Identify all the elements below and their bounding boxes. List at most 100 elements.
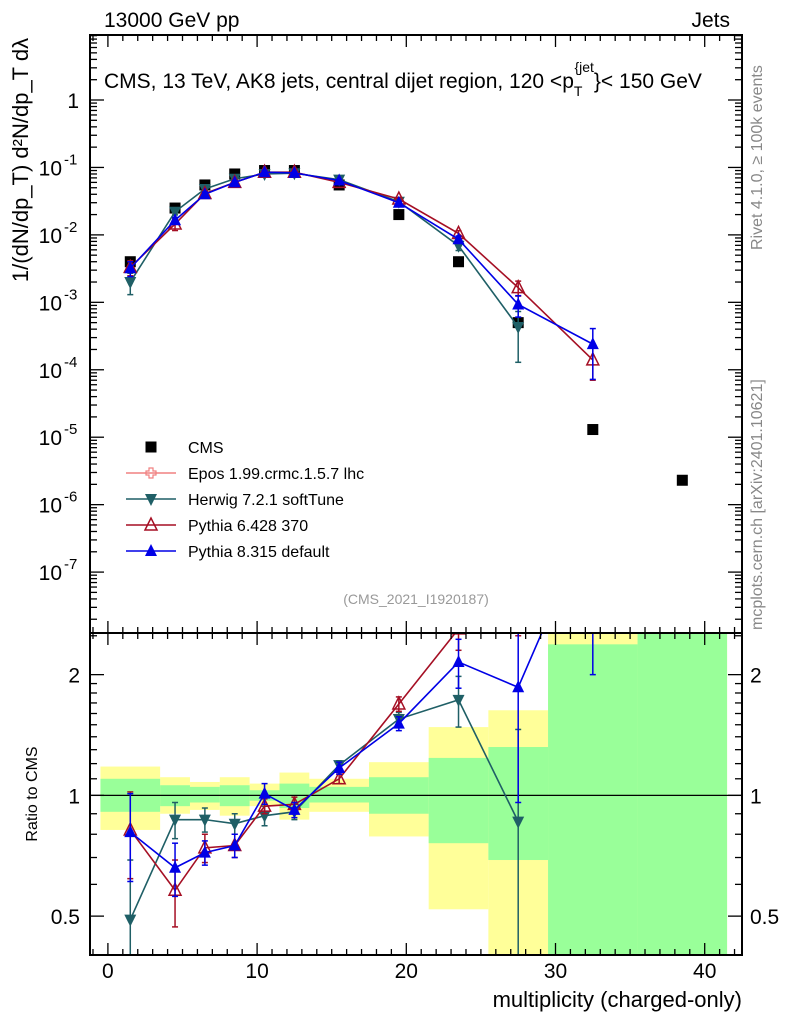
x-tick-label: 40 [693,960,716,983]
legend-item: Herwig 7.2.1 softTune [126,492,344,509]
header-right: Jets [691,9,730,32]
stat-uncertainty-band [637,633,728,955]
x-tick-label: 0 [102,960,114,983]
ratio-point [124,825,137,838]
data-point [512,297,525,310]
title-main: CMS, 13 TeV, AK8 jets, central dijet reg… [104,70,574,93]
data-point [393,209,405,221]
ratio-point [198,814,211,827]
ratio-y-tick-label-right: 0.5 [750,906,779,929]
ratio-point [512,680,525,693]
ratio-point [258,786,271,799]
legend-label: Pythia 8.315 default [188,544,330,561]
legend: CMS Epos 1.99.crmc.1.5.7 lhc Herwig 7.2.1 … [126,440,364,561]
title-end: }< 150 GeV [594,70,702,93]
legend-item: CMS [145,440,224,457]
y-tick-label: 10 [39,292,62,315]
data-point [288,165,301,178]
ratio-point [452,694,465,707]
title-superscript: {jet [574,59,594,75]
y-tick-exponent: -1 [64,151,77,168]
data-point [453,256,465,268]
legend-label: Epos 1.99.crmc.1.5.7 lhc [188,466,364,483]
data-point [198,187,211,200]
ratio-point [452,655,465,668]
ratio-point [228,818,241,831]
legend-label: CMS [188,440,224,457]
ratio-y-tick-label-left: 0.5 [51,906,80,929]
ratio-series [123,387,599,955]
header-left: 13000 GeV pp [104,9,239,32]
y-tick-label: 10 [39,225,62,248]
ratio-line [129,698,519,920]
analysis-id: (CMS_2021_I1920187) [343,591,489,607]
mcplots-label: mcplots.cern.ch [arXiv:2401.10621] [749,379,766,630]
legend-marker [145,494,157,506]
x-tick-label: 10 [245,960,268,983]
series-line [129,172,519,328]
series-pythia-6-428-370 [123,163,601,381]
y-tick-label: 10 [39,495,62,518]
legend-label: Pythia 6.428 370 [188,518,308,535]
ratio-y-tick-label-left: 2 [68,665,80,688]
legend-item: Pythia 8.315 default [126,544,330,561]
stat-uncertainty-band [548,644,638,955]
series-pythia-8-315-default [124,165,599,381]
ratio-y-tick-label-left: 1 [68,785,80,808]
ratio-pythia-8-315-default [124,508,599,898]
legend-label: Herwig 7.2.1 softTune [188,492,344,509]
data-point [587,424,599,436]
stat-uncertainty-band [428,757,489,844]
legend-item: Epos 1.99.crmc.1.5.7 lhc [126,466,364,483]
ratio-point [124,914,137,927]
ratio-point [169,814,182,827]
ratio-point [228,838,241,851]
data-point [512,322,525,335]
ratio-point [512,816,525,829]
y-tick-label: 10 [39,157,62,180]
y-tick-exponent: -5 [64,421,77,438]
series-herwig-7-2-1-softtune [124,168,525,364]
ratio-point [587,508,599,520]
series-cms [124,165,688,486]
data-point [124,261,137,274]
data-point [258,165,271,178]
y-tick-label: 10 [39,360,62,383]
ratio-frame [89,632,743,956]
y-tick-label: 1 [67,90,79,113]
y-tick-exponent: -2 [64,219,77,236]
x-tick-label: 20 [395,960,418,983]
data-point [392,195,405,208]
legend-marker [143,516,159,531]
ratio-point [391,695,407,710]
series-line [129,171,594,361]
main-series [123,163,688,486]
plot-title: CMS, 13 TeV, AK8 jets, central dijet reg… [104,59,702,99]
ratio-y-axis-label: Ratio to CMS [24,746,41,841]
data-point [510,278,526,294]
ratio-point [587,387,599,399]
data-point [228,175,241,188]
x-axis-label: multiplicity (charged-only) [493,987,742,1012]
ratio-point [169,860,182,873]
data-point [452,232,465,245]
data-point [124,277,137,290]
ratio-point [257,797,272,812]
y-tick-label: 10 [39,562,62,585]
title-subscript: T [574,83,583,99]
ratio-point [333,761,346,774]
rivet-version-label: Rivet 4.1.0, ≥ 100k events [749,65,766,250]
ratio-point [331,770,347,785]
main-y-axis-label: 1/(dN/dp_T) d²N/dp_T dλ [8,38,33,282]
ratio-point [198,845,211,858]
ratio-point [392,716,405,729]
y-tick-exponent: -4 [64,354,77,371]
x-tick-label: 30 [544,960,567,983]
y-tick-exponent: -3 [64,286,77,303]
data-point [676,474,688,486]
data-point [586,337,599,350]
data-point [169,213,182,226]
data-point [333,173,346,186]
